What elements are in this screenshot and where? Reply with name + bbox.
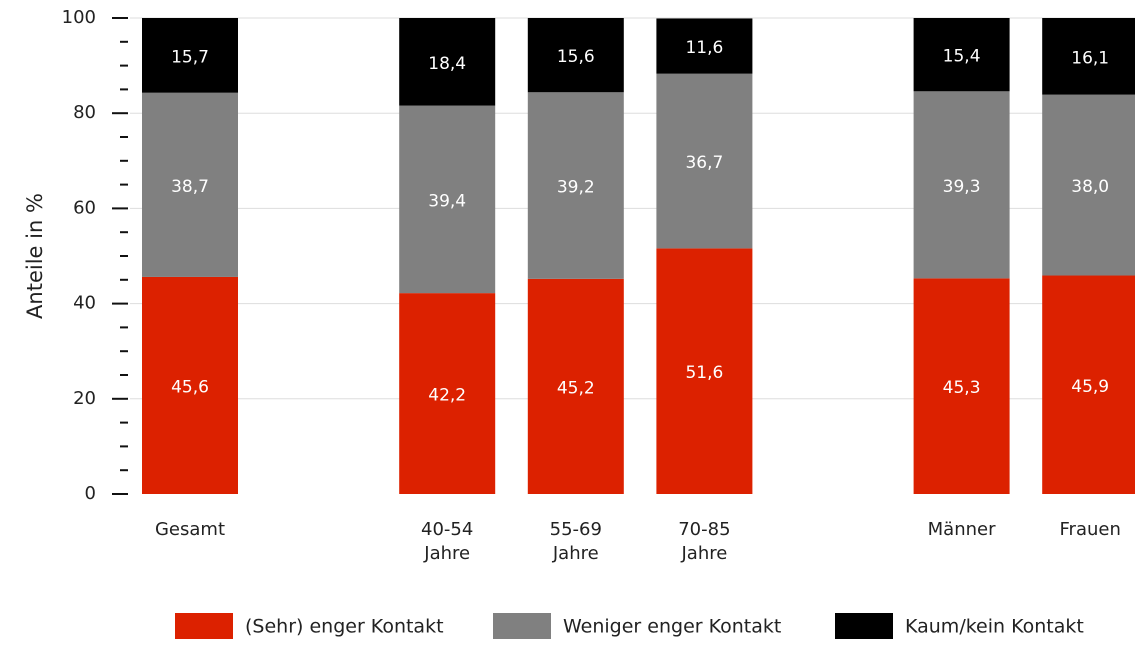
bar-segment	[399, 18, 496, 106]
value-label: 39,3	[943, 177, 981, 197]
y-axis-label: Anteile in %	[23, 193, 47, 319]
value-label: 45,6	[171, 377, 209, 397]
value-label: 42,2	[428, 386, 466, 406]
legend-swatch	[175, 613, 233, 639]
x-tick-label: 40-54 Jahre	[421, 519, 473, 564]
value-label: 16,1	[1071, 48, 1109, 68]
x-tick-label-line: Jahre	[423, 543, 470, 564]
y-tick-label: 20	[73, 388, 96, 409]
bar-segment	[399, 293, 496, 494]
y-tick-label: 40	[73, 293, 96, 314]
bar-segment	[656, 248, 753, 494]
value-label: 45,2	[557, 378, 595, 398]
value-label: 51,6	[685, 363, 723, 383]
bar-segment	[142, 18, 238, 93]
value-label: 36,7	[685, 153, 723, 173]
x-tick-label: Frauen	[1060, 519, 1121, 540]
x-tick-label-line: 55-69	[550, 519, 602, 540]
value-label: 45,9	[1071, 377, 1109, 397]
y-tick-label: 60	[73, 197, 96, 218]
legend-label: (Sehr) enger Kontakt	[245, 616, 444, 638]
legend-label: Kaum/kein Kontakt	[905, 616, 1084, 638]
value-label: 15,7	[171, 47, 209, 67]
bar-segment	[913, 278, 1010, 494]
value-label: 45,3	[943, 378, 981, 398]
value-label: 38,0	[1071, 177, 1109, 197]
value-label: 39,4	[428, 191, 466, 211]
legend-label: Weniger enger Kontakt	[563, 616, 781, 638]
x-tick-label: 55-69 Jahre	[550, 519, 602, 564]
bar-segment	[142, 276, 238, 494]
value-label: 18,4	[428, 54, 466, 74]
y-tick-label: 80	[73, 102, 96, 123]
value-label: 15,4	[943, 47, 981, 67]
x-tick-label-line: 70-85	[678, 519, 730, 540]
value-label: 39,2	[557, 178, 595, 198]
value-label: 11,6	[685, 38, 723, 58]
bar-segment	[399, 105, 496, 294]
x-tick-label: Männer	[928, 519, 996, 540]
x-tick-label-line: 40-54	[421, 519, 473, 540]
bar-segment	[656, 73, 753, 249]
bar-segment	[142, 92, 238, 277]
x-tick-label: Gesamt	[155, 519, 225, 540]
legend-swatch	[835, 613, 893, 639]
bar-segment	[1042, 18, 1135, 95]
legend-swatch	[493, 613, 551, 639]
value-label: 15,6	[557, 47, 595, 67]
bar-segment	[913, 18, 1010, 92]
value-label: 38,7	[171, 177, 209, 197]
bar-segment	[527, 18, 624, 93]
bar-segment	[913, 91, 1010, 279]
y-tick-label: 0	[85, 483, 96, 504]
x-tick-label-line: Männer	[928, 519, 996, 540]
bar-segment	[1042, 275, 1135, 494]
x-tick-label-line: Jahre	[680, 543, 727, 564]
x-tick-label-line: Frauen	[1060, 519, 1121, 540]
bar-segment	[527, 278, 624, 494]
y-tick-label: 100	[62, 7, 96, 28]
x-tick-label-line: Gesamt	[155, 519, 225, 540]
x-tick-label: 70-85 Jahre	[678, 519, 730, 564]
bar-segment	[1042, 94, 1135, 276]
bar-segment	[656, 18, 753, 74]
x-tick-label-line: Jahre	[552, 543, 599, 564]
bar-segment	[527, 92, 624, 279]
